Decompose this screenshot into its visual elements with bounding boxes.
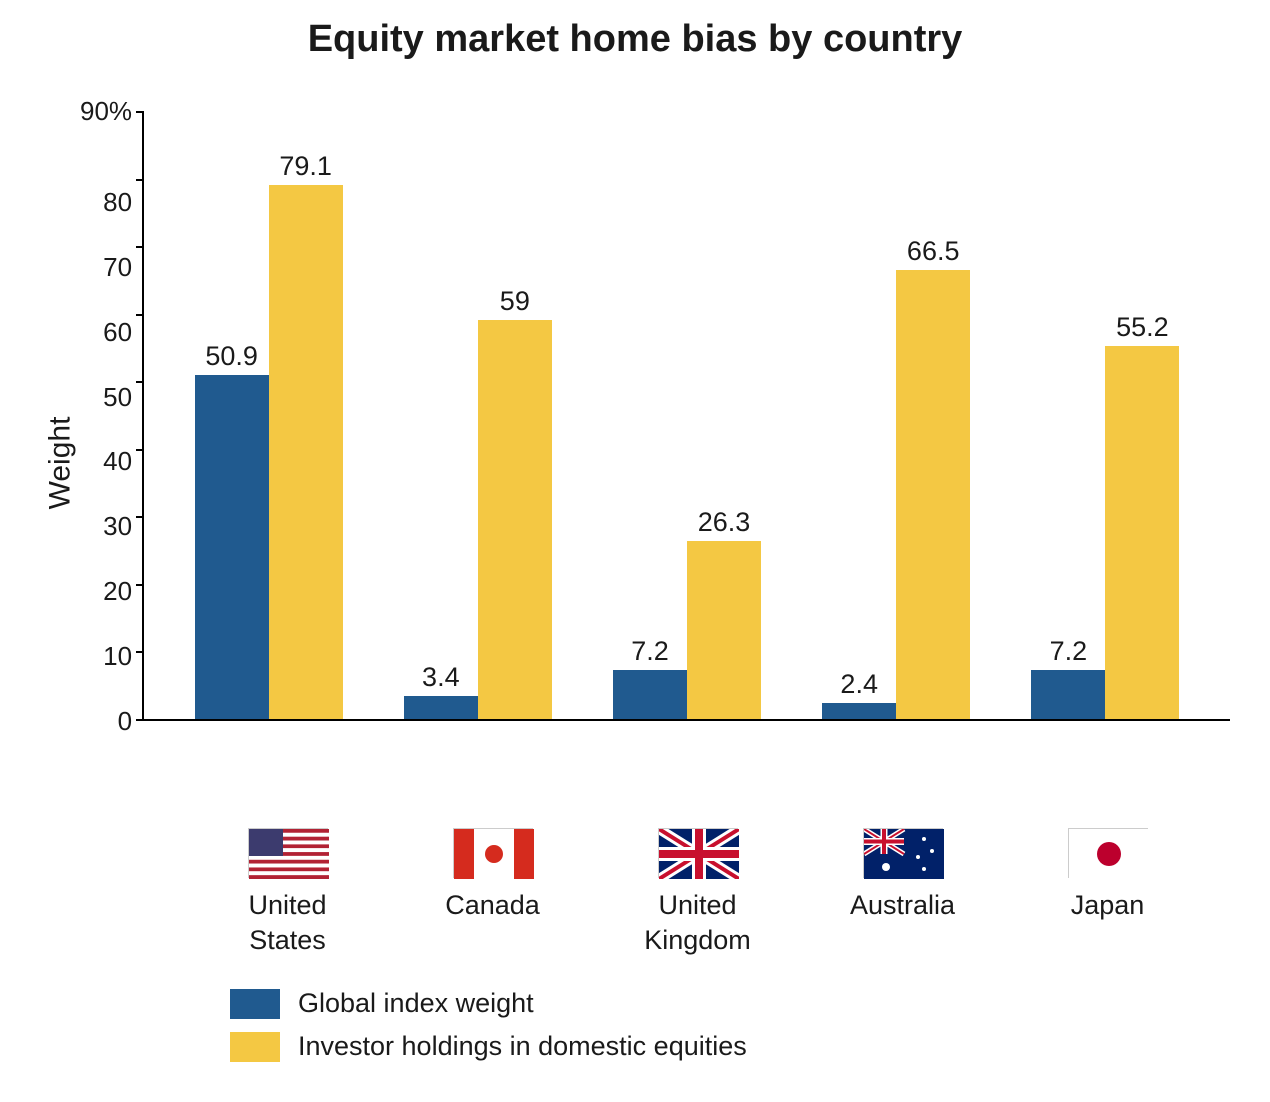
plot-area: 50.979.13.4597.226.32.466.57.255.2 xyxy=(142,111,1230,721)
x-category: Australia xyxy=(800,828,1005,958)
x-category-label: United States xyxy=(248,888,326,958)
bar-group: 2.466.5 xyxy=(792,111,1001,719)
x-category-label: Japan xyxy=(1071,888,1145,923)
y-tick-mark xyxy=(136,314,144,316)
flag-icon xyxy=(453,828,533,878)
bar: 79.1 xyxy=(269,185,343,719)
chart-container: Equity market home bias by country Weigh… xyxy=(40,18,1230,1062)
y-tick-mark xyxy=(136,179,144,181)
y-tick-mark xyxy=(136,381,144,383)
flag-icon xyxy=(1068,828,1148,878)
x-category: Canada xyxy=(390,828,595,958)
y-tick-mark xyxy=(136,111,144,113)
flag-icon xyxy=(248,828,328,878)
legend-swatch xyxy=(230,989,280,1019)
y-tick: 90% xyxy=(80,98,132,124)
x-category-label: Australia xyxy=(850,888,955,923)
legend-item: Global index weight xyxy=(230,988,1230,1019)
ylabel-column: Weight xyxy=(40,111,80,816)
legend-item: Investor holdings in domestic equities xyxy=(230,1031,1230,1062)
bar-value-label: 59 xyxy=(500,286,530,317)
bar-value-label: 50.9 xyxy=(205,341,258,372)
bar-value-label: 2.4 xyxy=(840,669,878,700)
bar-group: 7.255.2 xyxy=(1001,111,1210,719)
y-tick-mark xyxy=(136,584,144,586)
y-tick-mark xyxy=(136,516,144,518)
bar-group: 7.226.3 xyxy=(582,111,791,719)
bar: 59 xyxy=(478,320,552,719)
x-axis-categories: United States Canada United Kingdom Austral… xyxy=(165,828,1230,958)
bar-group: 3.459 xyxy=(373,111,582,719)
bar: 7.2 xyxy=(1031,670,1105,719)
x-category-label: Canada xyxy=(445,888,540,923)
x-category-label: United Kingdom xyxy=(644,888,751,958)
legend: Global index weight Investor holdings in … xyxy=(40,988,1230,1062)
y-tick: 30 xyxy=(103,513,132,539)
legend-label: Investor holdings in domestic equities xyxy=(298,1031,747,1062)
bar-value-label: 79.1 xyxy=(279,151,332,182)
bar-group: 50.979.1 xyxy=(164,111,373,719)
bar: 50.9 xyxy=(195,375,269,719)
y-tick: 70 xyxy=(103,254,132,280)
bar-value-label: 3.4 xyxy=(422,662,460,693)
y-axis-ticks: 90%80706050403020100 xyxy=(80,111,142,721)
legend-label: Global index weight xyxy=(298,988,534,1019)
plot-row: Weight 90%80706050403020100 50.979.13.45… xyxy=(40,111,1230,816)
y-tick: 20 xyxy=(103,578,132,604)
bar-value-label: 66.5 xyxy=(907,236,960,267)
y-tick-mark xyxy=(136,719,144,721)
y-tick: 0 xyxy=(118,708,132,734)
y-tick: 10 xyxy=(103,643,132,669)
chart-title: Equity market home bias by country xyxy=(40,18,1230,61)
bar-value-label: 26.3 xyxy=(698,507,751,538)
flag-icon xyxy=(863,828,943,878)
flag-icon xyxy=(658,828,738,878)
bar: 2.4 xyxy=(822,703,896,719)
y-tick-mark xyxy=(136,651,144,653)
y-tick: 60 xyxy=(103,319,132,345)
y-tick: 40 xyxy=(103,448,132,474)
bar: 26.3 xyxy=(687,541,761,719)
bar: 3.4 xyxy=(404,696,478,719)
x-category: United States xyxy=(185,828,390,958)
y-tick: 80 xyxy=(103,189,132,215)
x-category: Japan xyxy=(1005,828,1210,958)
y-tick-mark xyxy=(136,449,144,451)
x-category: United Kingdom xyxy=(595,828,800,958)
y-axis-label: Weight xyxy=(43,417,77,510)
bar: 7.2 xyxy=(613,670,687,719)
x-axis-row: United States Canada United Kingdom Austral… xyxy=(40,828,1230,958)
bar-value-label: 7.2 xyxy=(631,636,669,667)
legend-swatch xyxy=(230,1032,280,1062)
bar-value-label: 7.2 xyxy=(1050,636,1088,667)
y-tick: 50 xyxy=(103,384,132,410)
y-tick-mark xyxy=(136,246,144,248)
bar: 66.5 xyxy=(896,270,970,719)
bar: 55.2 xyxy=(1105,346,1179,719)
bar-value-label: 55.2 xyxy=(1116,312,1169,343)
bars-row: 50.979.13.4597.226.32.466.57.255.2 xyxy=(144,111,1230,719)
